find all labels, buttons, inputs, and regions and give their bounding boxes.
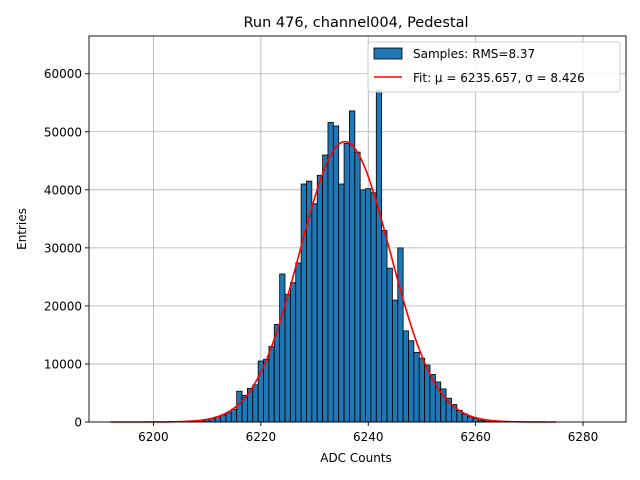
legend-swatch-samples xyxy=(373,47,403,60)
histogram-bar xyxy=(236,390,243,423)
y-tick-label: 30000 xyxy=(44,241,82,255)
x-tick-label: 6260 xyxy=(460,430,491,444)
histogram-bar xyxy=(284,293,291,423)
histogram-bar xyxy=(397,247,404,423)
histogram-bar xyxy=(322,154,329,423)
histogram-bar xyxy=(413,351,420,423)
y-tick-label: 20000 xyxy=(44,299,82,313)
histogram-bar xyxy=(311,203,318,423)
histogram-bar xyxy=(263,358,270,423)
histogram-bar xyxy=(327,122,334,423)
y-tick-label: 60000 xyxy=(44,67,82,81)
histogram-bar xyxy=(230,408,238,423)
histogram-bar xyxy=(279,273,286,423)
legend-label-samples: Samples: RMS=8.37 xyxy=(413,47,535,61)
histogram-bar xyxy=(359,189,366,423)
histogram-bar xyxy=(386,267,393,423)
histogram-bars xyxy=(187,89,501,423)
histogram-bar xyxy=(392,299,399,423)
x-axis-label: ADC Counts xyxy=(320,451,392,465)
plot-frame xyxy=(88,35,627,423)
histogram-bar xyxy=(316,174,323,423)
histogram-bar xyxy=(408,340,415,423)
legend: Samples: RMS=8.37 Fit: μ = 6235.657, σ =… xyxy=(367,41,621,93)
y-axis-label: Entries xyxy=(15,208,29,250)
x-axis-ticks: 6200 6220 6240 6260 6280 xyxy=(138,422,598,444)
histogram-bar xyxy=(338,183,345,423)
y-tick-label: 10000 xyxy=(44,357,82,371)
histogram-bar xyxy=(370,192,377,423)
legend-label-fit: Fit: μ = 6235.657, σ = 8.426 xyxy=(413,71,585,85)
y-tick-label: 0 xyxy=(74,416,82,430)
histogram-bar xyxy=(295,262,302,423)
fit-curve xyxy=(110,140,557,423)
histogram-bar xyxy=(332,125,340,423)
histogram-bar xyxy=(472,418,479,423)
histogram-bar xyxy=(300,183,307,423)
legend-box xyxy=(367,41,621,93)
histogram-bar xyxy=(467,416,474,423)
histogram-bar xyxy=(418,357,426,423)
histogram-bar xyxy=(402,330,409,423)
histogram-bar xyxy=(365,188,372,423)
y-tick-label: 40000 xyxy=(44,183,82,197)
x-tick-label: 6240 xyxy=(353,430,384,444)
histogram-bar xyxy=(381,230,388,423)
y-tick-label: 50000 xyxy=(44,125,82,139)
histogram-bar xyxy=(252,384,259,423)
histogram-bar xyxy=(225,412,232,423)
chart-title: Run 476, channel004, Pedestal xyxy=(243,15,468,31)
histogram-bar xyxy=(349,110,356,423)
histogram-bar xyxy=(343,142,350,423)
histogram-bar xyxy=(257,360,264,423)
histogram-bar xyxy=(375,89,383,423)
histogram-bar xyxy=(354,151,361,423)
histogram-bar xyxy=(289,282,297,423)
x-tick-label: 6200 xyxy=(138,430,169,444)
y-axis-ticks: 0 10000 20000 30000 40000 50000 60000 xyxy=(44,67,89,430)
x-tick-label: 6280 xyxy=(568,430,599,444)
fit-curve-layer xyxy=(110,140,557,423)
x-tick-label: 6220 xyxy=(246,430,277,444)
histogram-bar xyxy=(268,346,275,423)
